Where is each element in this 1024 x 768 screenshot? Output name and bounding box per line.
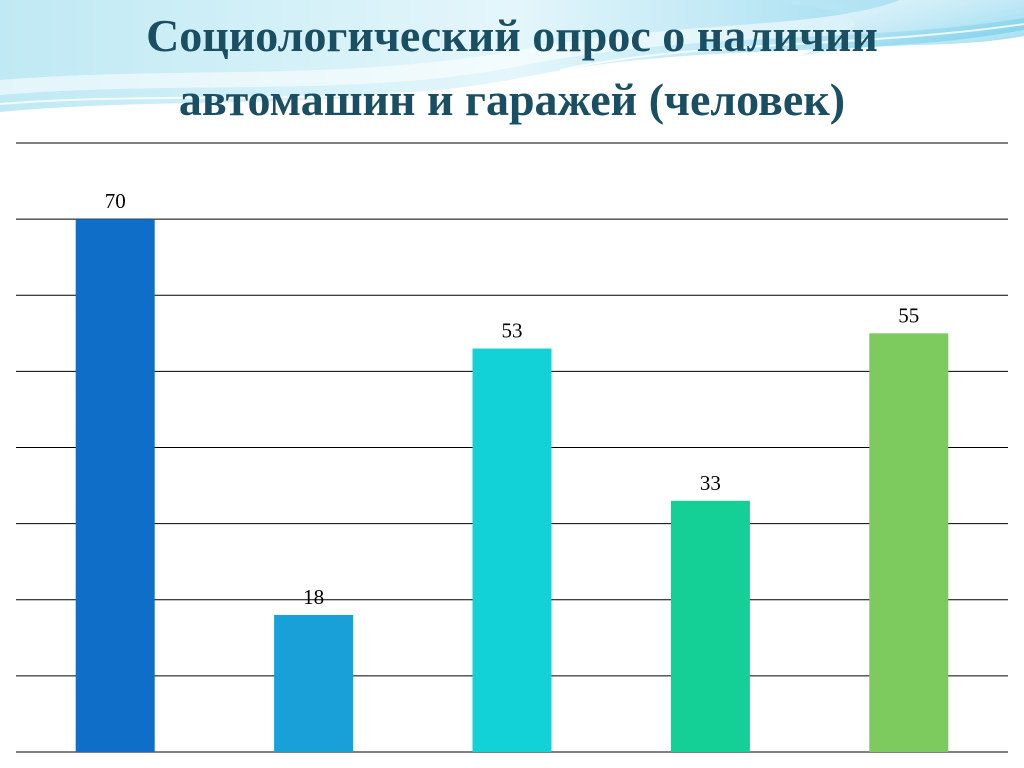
bar-3 [472, 348, 552, 752]
bar-value-label-1: 70 [105, 189, 126, 213]
page-title: Социологический опрос о наличии автомаши… [40, 4, 984, 132]
title-line-2: автомашин и гаражей (человек) [178, 74, 846, 125]
bar-value-label-4: 33 [700, 471, 721, 495]
bar-value-label-5: 55 [898, 303, 919, 327]
bar-2 [274, 614, 354, 752]
header-wave-decoration [0, 0, 1024, 112]
bar-value-label-3: 53 [502, 319, 523, 343]
bar-5 [869, 333, 949, 752]
bar-1 [75, 219, 155, 752]
title-line-1: Социологический опрос о наличии [146, 10, 878, 61]
bar-value-label-2: 18 [303, 585, 324, 609]
bar-4 [670, 500, 750, 752]
